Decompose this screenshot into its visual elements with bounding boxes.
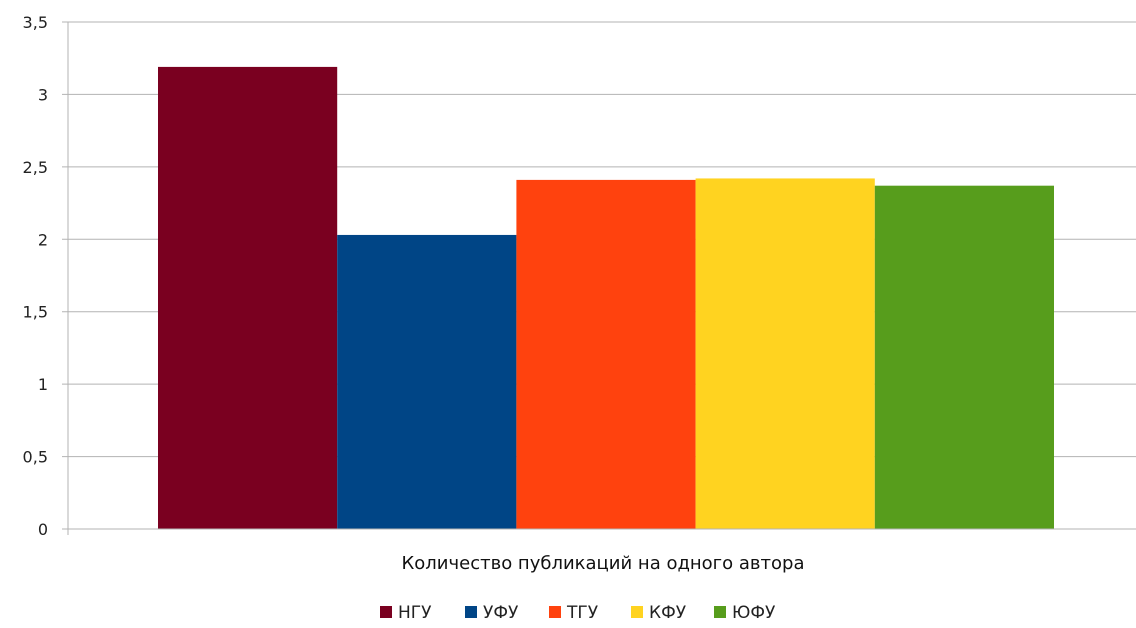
y-axis-tick-labels: 0 0,5 1 1,5 2 2,5 3 3,5 bbox=[23, 13, 48, 539]
legend-swatch bbox=[549, 606, 561, 618]
legend-swatch bbox=[631, 606, 643, 618]
bar-НГУ bbox=[158, 66, 338, 530]
legend-item-УФУ: УФУ bbox=[465, 603, 519, 623]
bars bbox=[158, 66, 1054, 530]
y-tick-label: 2,5 bbox=[23, 158, 48, 177]
legend-label: ЮФУ bbox=[732, 603, 776, 623]
bar-УФУ bbox=[337, 234, 517, 529]
legend-item-ТГУ: ТГУ bbox=[549, 603, 599, 623]
y-tick-label: 3,5 bbox=[23, 13, 48, 32]
legend-swatch bbox=[380, 606, 392, 618]
legend-label: ТГУ bbox=[566, 603, 599, 623]
bar-ЮФУ bbox=[874, 185, 1054, 529]
category-label: Количество публикаций на одного автора bbox=[402, 553, 805, 574]
bar-ТГУ bbox=[516, 179, 696, 529]
legend-swatch bbox=[714, 606, 726, 618]
y-tick-label: 0 bbox=[38, 520, 48, 539]
legend-label: УФУ bbox=[483, 603, 519, 623]
legend-swatch bbox=[465, 606, 477, 618]
legend-item-КФУ: КФУ bbox=[631, 603, 687, 623]
y-tick-label: 2 bbox=[38, 230, 48, 249]
y-tick-label: 1,5 bbox=[23, 303, 48, 322]
legend-item-ЮФУ: ЮФУ bbox=[714, 603, 776, 623]
legend: НГУ УФУ ТГУ КФУ ЮФУ bbox=[380, 603, 776, 623]
legend-item-НГУ: НГУ bbox=[380, 603, 432, 623]
y-tick-label: 3 bbox=[38, 85, 48, 104]
legend-label: КФУ bbox=[649, 603, 687, 623]
legend-label: НГУ bbox=[398, 603, 432, 623]
bar-КФУ bbox=[695, 178, 875, 529]
y-tick-label: 1 bbox=[38, 375, 48, 394]
y-tick-label: 0,5 bbox=[23, 448, 48, 467]
